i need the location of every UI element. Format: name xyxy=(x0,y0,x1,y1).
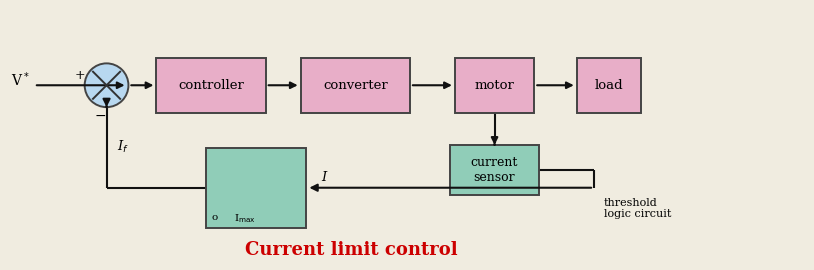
FancyBboxPatch shape xyxy=(300,58,410,113)
FancyBboxPatch shape xyxy=(206,148,305,228)
FancyBboxPatch shape xyxy=(156,58,265,113)
Text: motor: motor xyxy=(475,79,514,92)
FancyBboxPatch shape xyxy=(450,145,540,195)
Text: Current limit control: Current limit control xyxy=(245,241,457,259)
Text: controller: controller xyxy=(178,79,244,92)
Text: threshold
logic circuit: threshold logic circuit xyxy=(604,198,672,219)
Text: o: o xyxy=(212,212,218,222)
FancyBboxPatch shape xyxy=(576,58,641,113)
FancyBboxPatch shape xyxy=(455,58,534,113)
Text: I$_{\mathrm{max}}$: I$_{\mathrm{max}}$ xyxy=(234,212,256,225)
Text: converter: converter xyxy=(323,79,387,92)
Text: I: I xyxy=(321,171,326,184)
Circle shape xyxy=(85,63,129,107)
Text: I$_f$: I$_f$ xyxy=(116,139,129,156)
Text: current
sensor: current sensor xyxy=(470,156,519,184)
Text: +: + xyxy=(74,69,85,82)
Text: −: − xyxy=(94,109,107,123)
Text: load: load xyxy=(595,79,624,92)
Text: V$^*$: V$^*$ xyxy=(11,70,29,89)
